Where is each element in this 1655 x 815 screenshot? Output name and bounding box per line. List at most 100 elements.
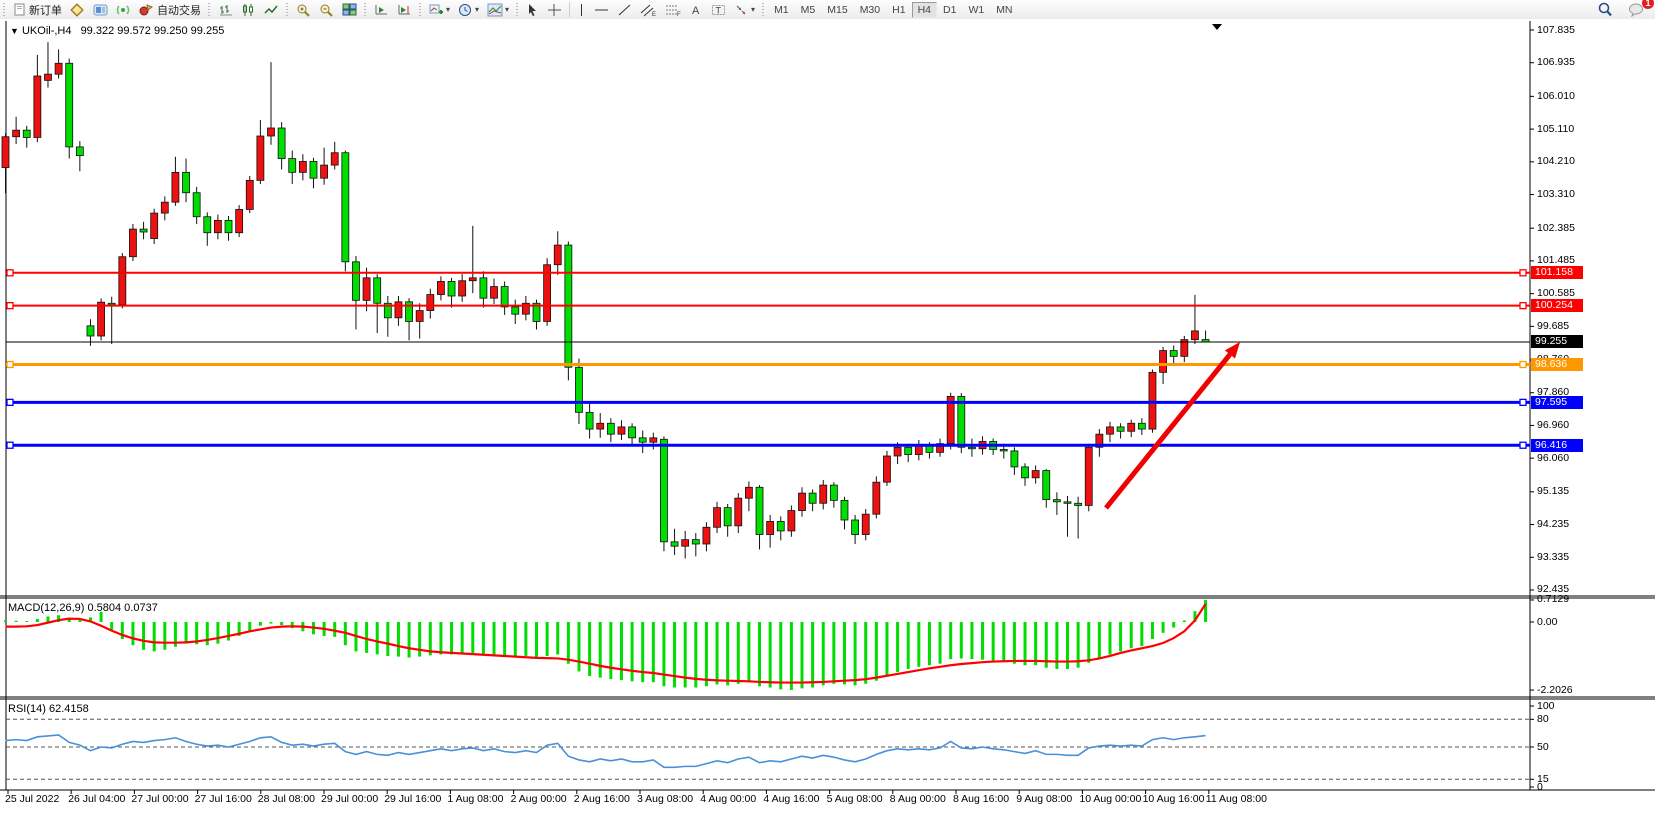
tf-button-m30[interactable]: M30 — [859, 3, 881, 16]
toolbar-grip[interactable] — [285, 2, 290, 17]
bearish-candle[interactable] — [1137, 422, 1146, 430]
bullish-candle[interactable] — [97, 301, 105, 337]
bullish-candle[interactable] — [893, 446, 902, 457]
bullish-candle[interactable] — [946, 395, 955, 445]
bearish-candle[interactable] — [182, 171, 190, 194]
bullish-candle[interactable] — [1127, 422, 1136, 432]
bullish-candle[interactable] — [1180, 339, 1189, 357]
bearish-candle[interactable] — [373, 277, 382, 304]
bullish-candle[interactable] — [553, 244, 562, 266]
trend-arrow-line[interactable] — [1104, 352, 1232, 510]
bullish-candle[interactable] — [54, 62, 63, 75]
bullish-candle[interactable] — [617, 426, 626, 435]
bullish-candle[interactable] — [490, 286, 498, 299]
bullish-candle[interactable] — [734, 497, 743, 527]
bullish-candle[interactable] — [1031, 470, 1040, 479]
zoom-in-button[interactable] — [293, 1, 314, 18]
tf-button-mn[interactable]: MN — [996, 3, 1013, 16]
bullish-candle[interactable] — [213, 219, 222, 234]
trendline-tool-button[interactable] — [614, 1, 635, 18]
bearish-candle[interactable] — [606, 422, 615, 435]
arrows-tool-button[interactable]: ▾ — [731, 1, 758, 18]
bearish-candle[interactable] — [65, 62, 74, 148]
bearish-candle[interactable] — [968, 446, 976, 450]
bullish-candle[interactable] — [819, 484, 828, 504]
bearish-candle[interactable] — [203, 216, 212, 234]
bullish-candle[interactable] — [798, 492, 806, 511]
tile-windows-button[interactable] — [339, 1, 360, 18]
bullish-candle[interactable] — [766, 521, 775, 535]
bullish-candle[interactable] — [245, 179, 254, 210]
tf-button-h1[interactable]: H1 — [892, 3, 906, 16]
bullish-candle[interactable] — [235, 209, 244, 234]
tf-button-h4[interactable]: H4 — [911, 1, 937, 18]
bearish-candle[interactable] — [999, 449, 1008, 452]
bearish-candle[interactable] — [309, 161, 318, 179]
level-line-handle[interactable] — [1519, 441, 1527, 449]
market-watch-button[interactable] — [90, 1, 111, 18]
bearish-candle[interactable] — [585, 411, 594, 430]
chart-window[interactable]: ▼ UKOil-,H4 99.322 99.572 99.250 99.255 … — [0, 19, 1655, 815]
bearish-candle[interactable] — [755, 486, 764, 535]
bearish-candle[interactable] — [851, 519, 859, 535]
candlestick-chart-button[interactable] — [238, 1, 259, 18]
horizontal-line-tool-button[interactable] — [591, 1, 612, 18]
tf-button-m15[interactable]: M15 — [827, 3, 848, 16]
bearish-candle[interactable] — [405, 301, 413, 322]
chart-canvas[interactable] — [0, 19, 1655, 815]
bearish-candle[interactable] — [75, 146, 84, 157]
bearish-candle[interactable] — [352, 261, 360, 301]
bearish-candle[interactable] — [1116, 426, 1125, 432]
bearish-candle[interactable] — [1042, 470, 1051, 501]
crosshair-tool-button[interactable] — [544, 1, 565, 18]
bullish-candle[interactable] — [649, 437, 658, 443]
bearish-candle[interactable] — [22, 129, 31, 138]
level-line-handle[interactable] — [1519, 360, 1527, 369]
fibonacci-tool-button[interactable]: F — [662, 1, 685, 18]
level-line-handle[interactable] — [1519, 269, 1527, 277]
chart-collapse-arrow-icon[interactable]: ▼ — [10, 26, 19, 36]
autotrading-button[interactable]: 自动交易 — [136, 1, 204, 18]
bullish-candle[interactable] — [681, 539, 690, 547]
templates-button[interactable]: ▾ — [484, 1, 512, 18]
bullish-candle[interactable] — [426, 294, 435, 311]
bullish-candle[interactable] — [415, 310, 424, 322]
line-chart-button[interactable] — [261, 1, 282, 18]
bullish-candle[interactable] — [787, 510, 796, 532]
bullish-candle[interactable] — [150, 212, 159, 239]
toolbar-grip[interactable] — [761, 2, 767, 17]
bearish-candle[interactable] — [575, 366, 583, 413]
bullish-candle[interactable] — [596, 422, 605, 430]
bearish-candle[interactable] — [670, 541, 679, 547]
bullish-candle[interactable] — [1106, 426, 1114, 435]
level-line-handle[interactable] — [6, 302, 14, 310]
bullish-candle[interactable] — [883, 455, 891, 483]
text-label-tool-button[interactable]: T — [708, 1, 729, 18]
level-line-handle[interactable] — [6, 360, 14, 369]
bearish-candle[interactable] — [288, 158, 297, 173]
bearish-candle[interactable] — [107, 302, 116, 306]
bar-chart-button[interactable] — [215, 1, 236, 18]
bearish-candle[interactable] — [192, 192, 201, 218]
bullish-candle[interactable] — [12, 129, 21, 138]
bullish-candle[interactable] — [458, 280, 467, 297]
bearish-candle[interactable] — [341, 152, 350, 263]
bullish-candle[interactable] — [330, 152, 339, 166]
zoom-out-button[interactable] — [316, 1, 337, 18]
bullish-candle[interactable] — [713, 507, 721, 528]
toolbar-grip[interactable] — [2, 2, 7, 17]
bullish-candle[interactable] — [1095, 433, 1104, 448]
equidistant-channel-tool-button[interactable]: E — [637, 1, 660, 18]
notifications-button[interactable]: 1 — [1625, 0, 1654, 18]
bullish-candle[interactable] — [298, 161, 307, 173]
bearish-candle[interactable] — [511, 306, 520, 315]
trend-arrow-head[interactable] — [1224, 342, 1240, 359]
level-line-handle[interactable] — [1519, 398, 1527, 407]
level-line-handle[interactable] — [6, 269, 14, 277]
bullish-candle[interactable] — [521, 302, 530, 315]
bullish-candle[interactable] — [468, 277, 477, 282]
new-order-button[interactable]: 新订单 — [10, 1, 65, 18]
bearish-candle[interactable] — [628, 426, 636, 439]
bearish-candle[interactable] — [904, 446, 913, 455]
bullish-candle[interactable] — [872, 481, 881, 515]
